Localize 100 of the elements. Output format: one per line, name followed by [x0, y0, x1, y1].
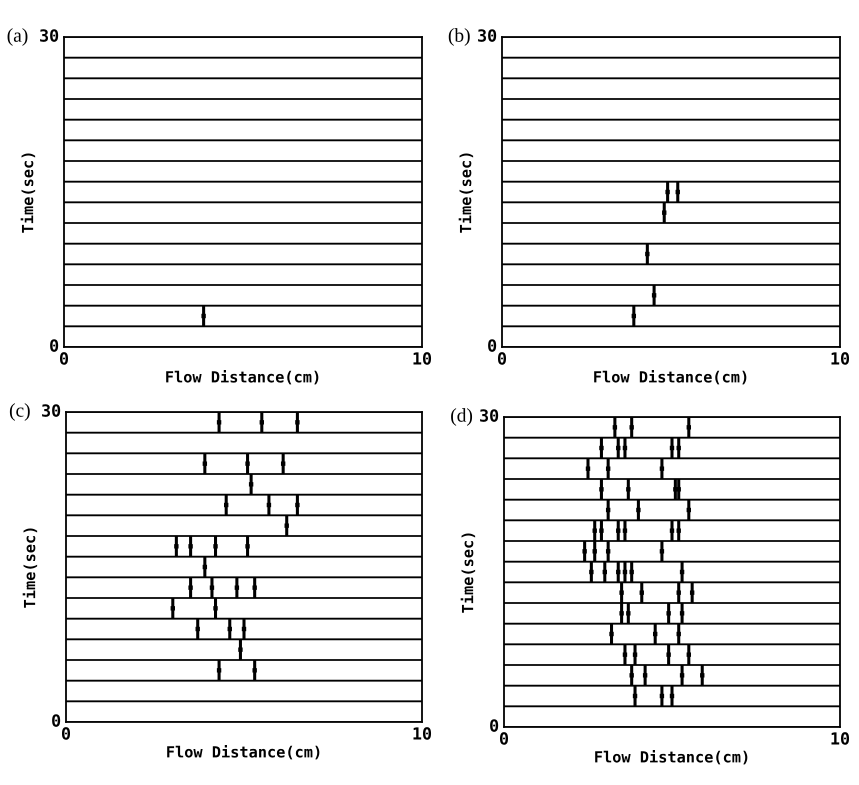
point [210, 585, 214, 590]
point [660, 466, 664, 471]
y-tick-label: 0 [52, 714, 60, 727]
chart-title: (b) [448, 28, 470, 46]
point [612, 425, 618, 430]
y-axis-title: Time(sec) [20, 153, 36, 233]
point [245, 461, 250, 466]
point [174, 544, 179, 549]
point [660, 694, 664, 698]
point [680, 611, 684, 616]
point [680, 673, 684, 678]
point [652, 293, 656, 298]
x-tick-label: 10 [831, 352, 850, 365]
x-axis-title: Flow Distance(cm) [166, 370, 318, 384]
point [616, 528, 620, 533]
point [629, 425, 634, 430]
point [592, 549, 597, 554]
point [686, 652, 691, 657]
point [616, 570, 620, 574]
point [666, 611, 671, 616]
point [686, 425, 691, 430]
point [686, 508, 691, 512]
point [606, 508, 610, 512]
point [676, 487, 681, 492]
point [660, 549, 664, 554]
x-axis-title: Flow Distance(cm) [167, 744, 320, 760]
x-tick-label: 10 [413, 727, 432, 740]
point [622, 652, 628, 657]
point [213, 606, 218, 611]
point [619, 611, 624, 616]
x-tick-label: 0 [500, 732, 508, 745]
y-axis-title: Time(sec) [460, 533, 476, 613]
point [632, 314, 636, 318]
chart-title: (c) [10, 403, 30, 421]
point [676, 190, 680, 194]
point [295, 420, 300, 425]
point [666, 652, 671, 657]
point [606, 549, 610, 554]
y-tick-label: 0 [488, 339, 496, 352]
point [642, 673, 648, 678]
point [196, 626, 200, 632]
point [632, 652, 638, 657]
point [234, 585, 240, 590]
y-tick-label: 0 [50, 339, 58, 352]
y-axis-title: Time(sec) [458, 153, 474, 233]
point [629, 570, 634, 574]
point [592, 528, 597, 533]
point [599, 446, 604, 450]
point [589, 570, 594, 574]
x-axis-title: Flow Distance(cm) [594, 370, 746, 384]
point [622, 528, 628, 533]
point [676, 528, 681, 533]
point [266, 502, 272, 508]
point [170, 606, 175, 611]
point [645, 252, 650, 256]
point [188, 585, 193, 590]
point [252, 585, 257, 590]
point [599, 528, 604, 533]
x-tick-label: 0 [60, 352, 68, 365]
point [629, 673, 634, 678]
x-tick-label: 10 [413, 352, 432, 365]
point [626, 611, 631, 616]
point [216, 668, 222, 673]
point [224, 502, 228, 508]
point [280, 461, 286, 466]
x-tick-label: 0 [498, 352, 506, 365]
x-axis-title: Flow Distance(cm) [595, 750, 748, 764]
y-tick-label: 30 [40, 29, 58, 42]
point [260, 420, 264, 425]
point [619, 590, 624, 595]
point [213, 544, 218, 549]
point [188, 544, 193, 549]
point [606, 466, 610, 471]
y-tick-label: 30 [42, 404, 60, 417]
point [284, 523, 289, 528]
y-tick-label: 30 [480, 409, 498, 422]
point [586, 466, 590, 471]
point [602, 570, 607, 574]
point [676, 632, 681, 636]
point [670, 528, 674, 533]
point [616, 446, 620, 450]
point [238, 647, 243, 652]
point [228, 626, 232, 632]
y-tick-label: 30 [478, 29, 496, 42]
chart-title: (a) [8, 28, 28, 46]
point [202, 564, 208, 570]
point [248, 482, 254, 487]
y-tick-label: 0 [490, 719, 498, 732]
point [295, 502, 300, 508]
point [202, 461, 208, 466]
x-tick-label: 0 [62, 727, 70, 740]
point [665, 190, 670, 194]
point [653, 632, 658, 636]
y-axis-title: Time(sec) [22, 528, 38, 608]
point [626, 487, 631, 492]
chart-title: (d) [451, 408, 472, 426]
point [690, 590, 694, 595]
point [680, 570, 684, 574]
point [245, 544, 250, 549]
point [700, 673, 704, 678]
